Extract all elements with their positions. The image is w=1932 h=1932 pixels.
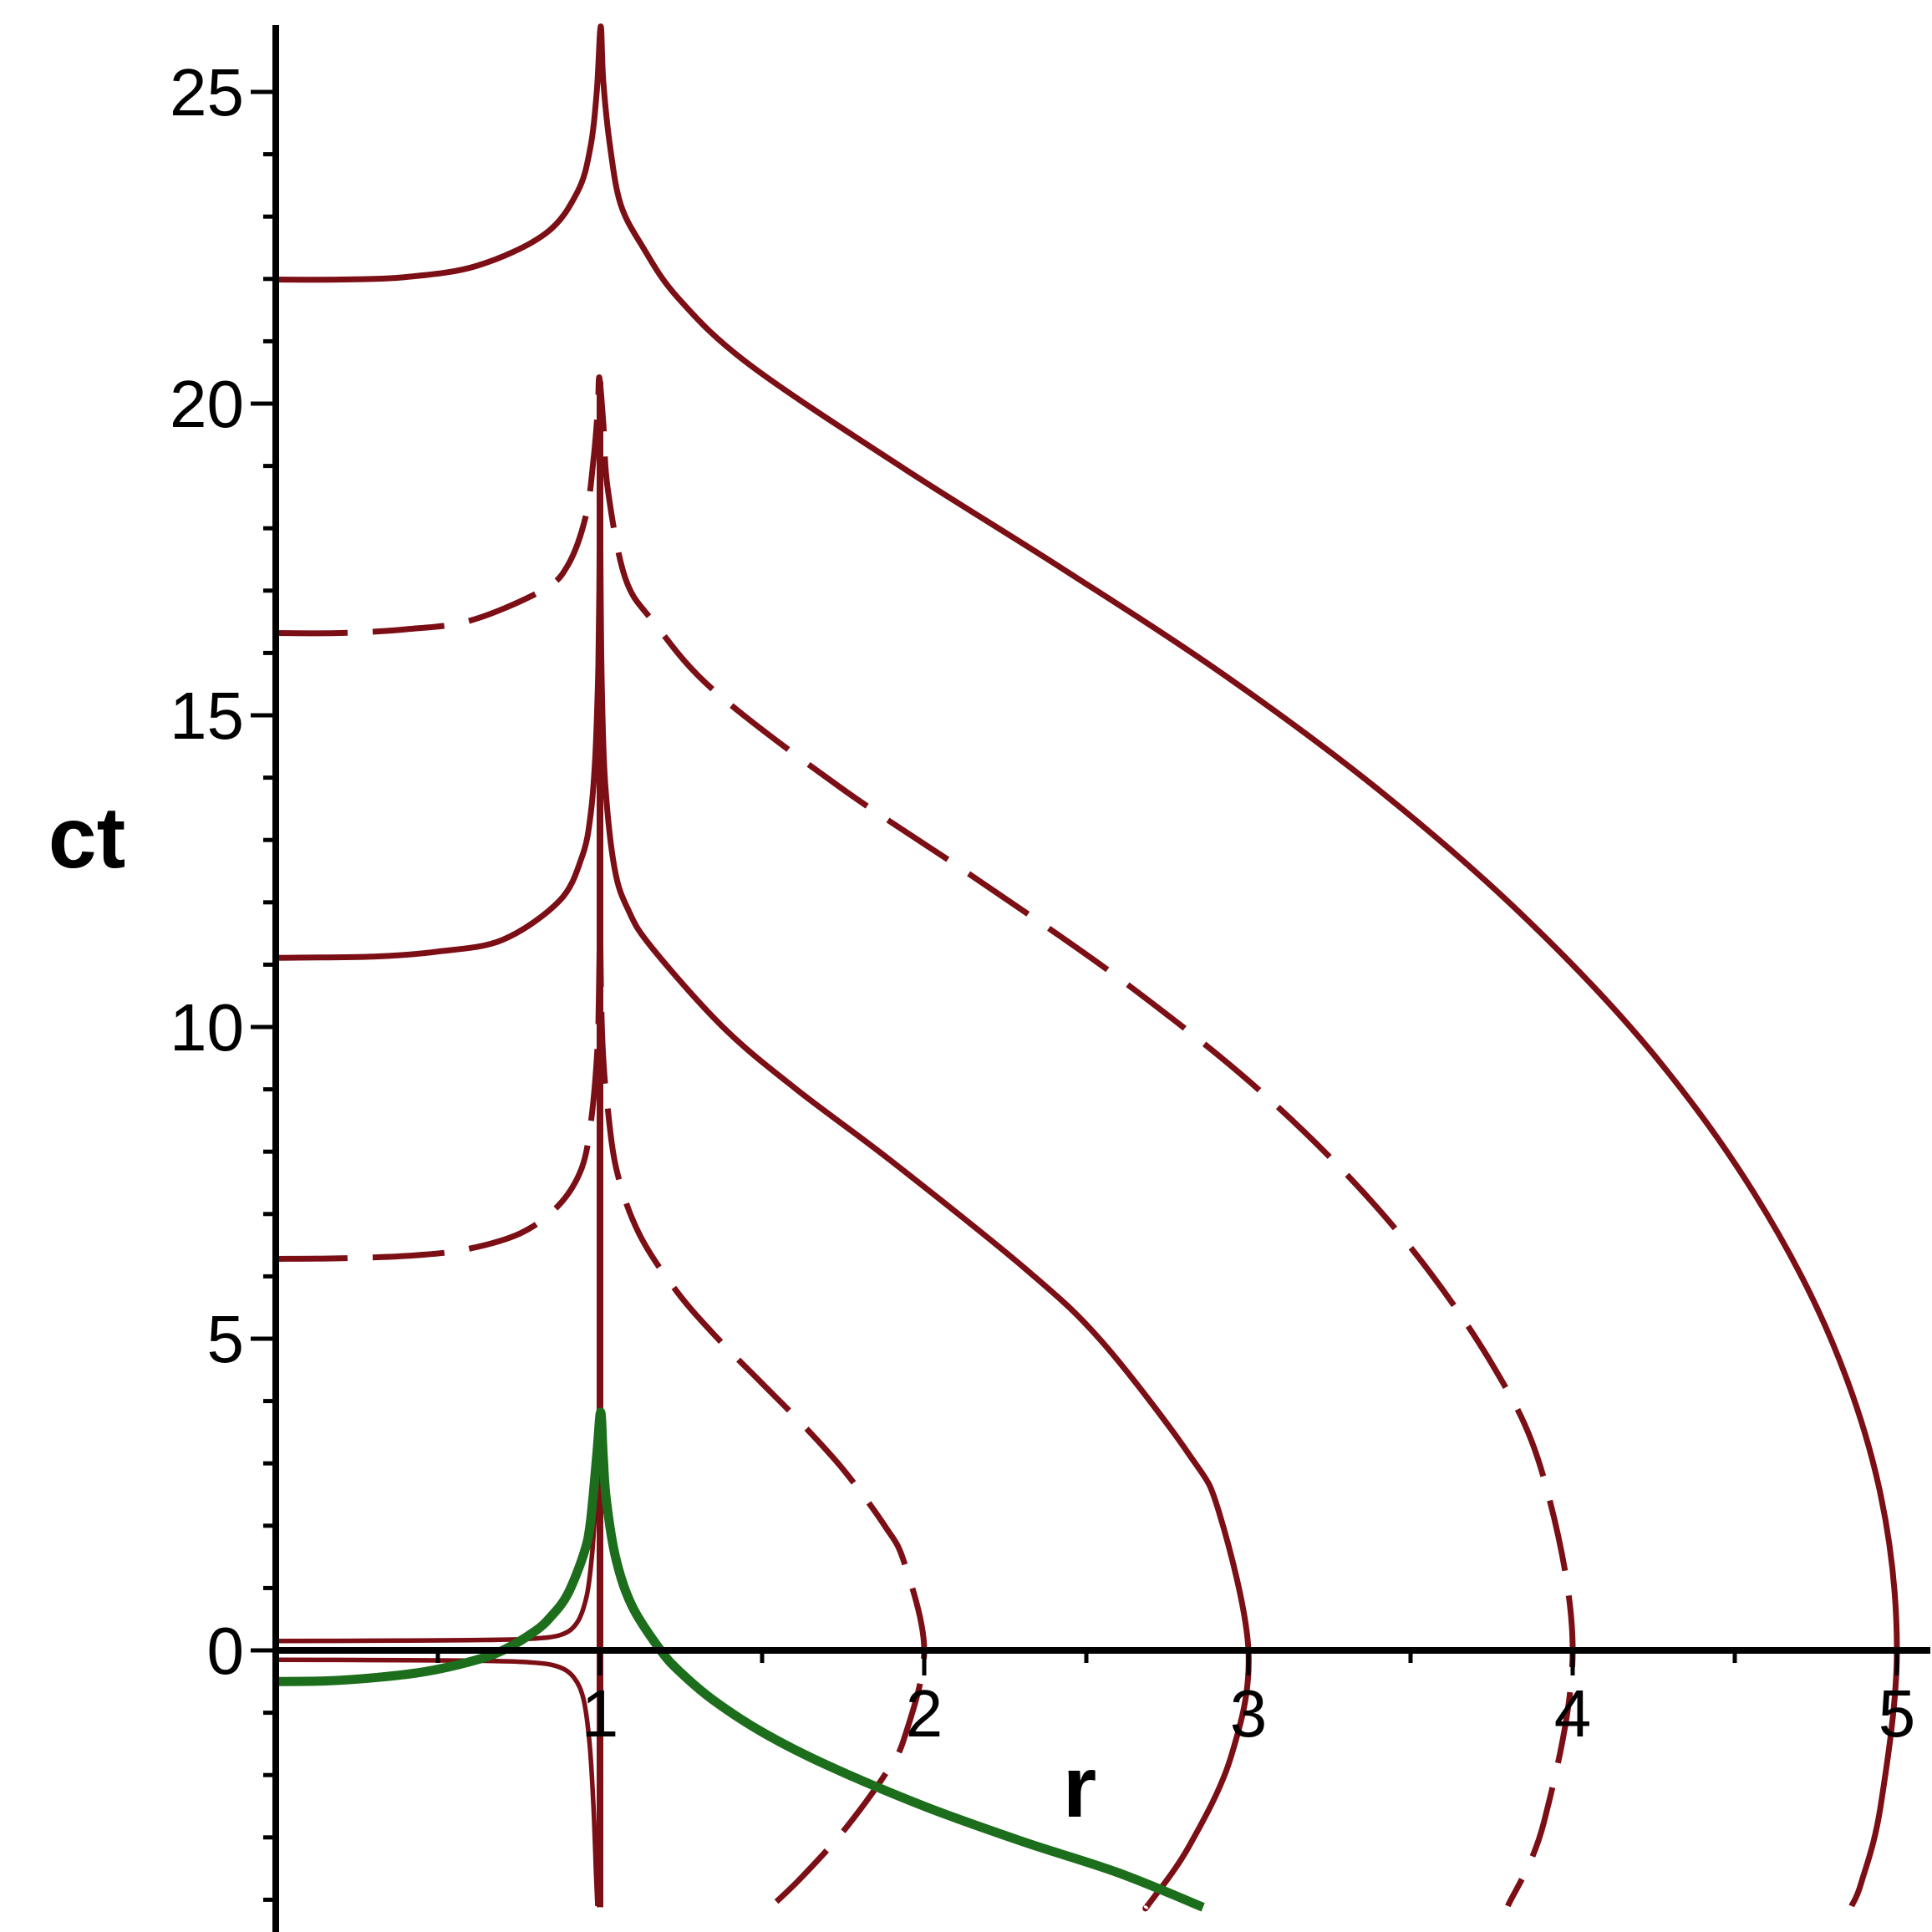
- series-particle-infall-r0-5: [275, 23, 1900, 1908]
- x-tick-label: 1: [582, 1676, 619, 1751]
- y-tick-label: 10: [170, 990, 244, 1065]
- series-group: [275, 23, 1900, 1912]
- series-particle-infall-r0-2: [275, 918, 928, 1909]
- series-horizon-hugger-lower: [275, 1657, 600, 1907]
- y-axis-title: ct: [48, 790, 125, 887]
- x-tick-label: 3: [1230, 1676, 1268, 1751]
- y-tick-label: 5: [207, 1302, 245, 1376]
- x-axis-title: r: [1063, 1739, 1096, 1836]
- x-tick-label: 2: [906, 1676, 943, 1751]
- y-tick-label: 0: [207, 1614, 245, 1688]
- series-particle-infall-r0-3: [275, 379, 1252, 1912]
- ticks-group: [251, 89, 1899, 1902]
- series-horizon-hugger-upper: [275, 1476, 599, 1644]
- x-tick-label: 5: [1879, 1676, 1916, 1751]
- series-particle-infall-r0-4: [275, 374, 1576, 1908]
- y-tick-label: 15: [170, 679, 244, 753]
- labels-group: 0 5 10 15 20 25 1 2 3 4 5 ct r: [48, 55, 1915, 1836]
- y-tick-label: 20: [170, 367, 244, 441]
- y-tick-label: 25: [170, 55, 244, 130]
- series-photon-ingoing: [275, 1407, 1205, 1912]
- x-tick-label: 4: [1554, 1676, 1592, 1751]
